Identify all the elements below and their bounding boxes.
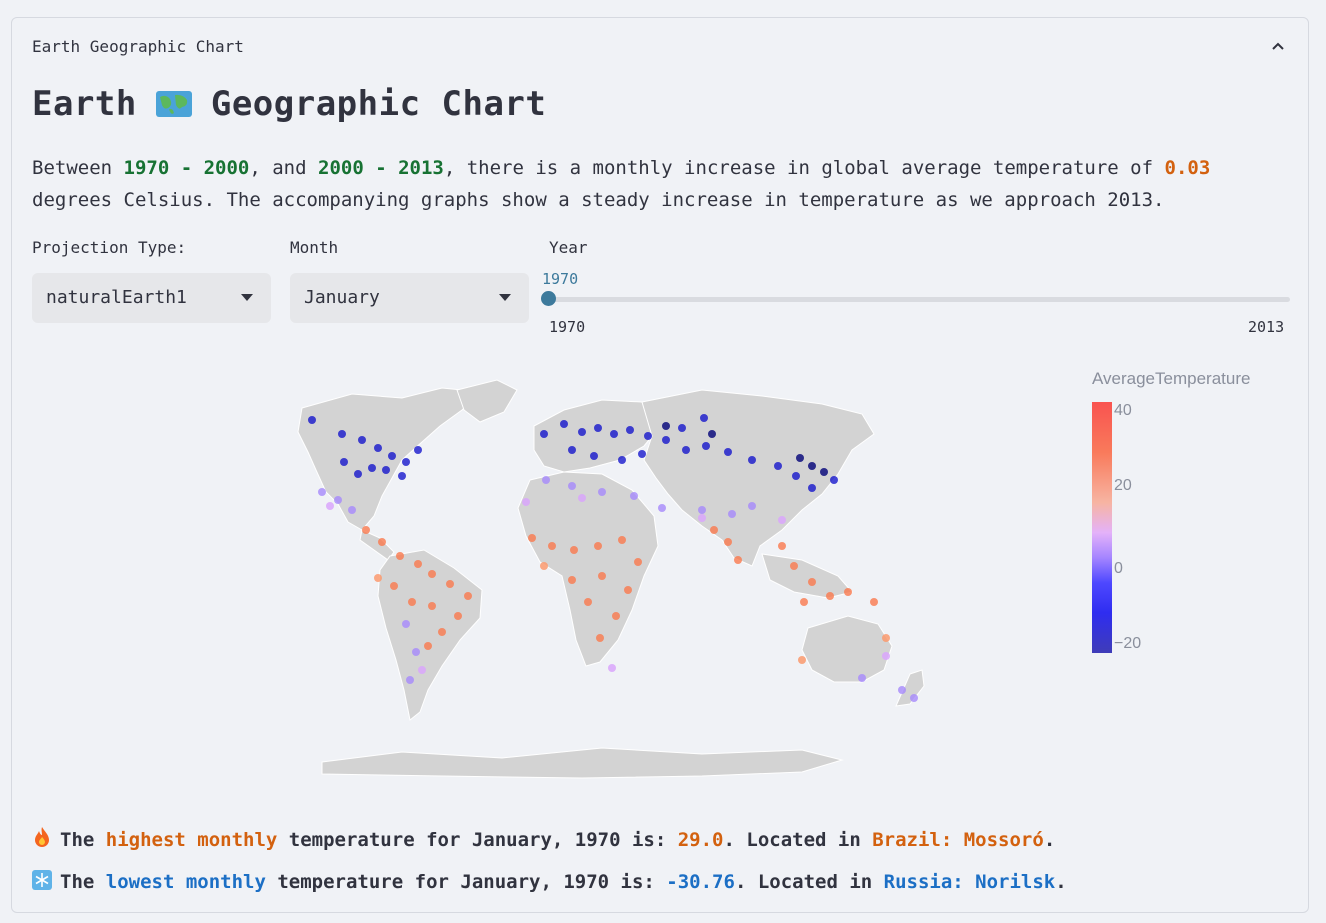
antarctica [321,747,844,779]
month-select[interactable]: January [290,273,529,323]
highest-temp-fact: The highest monthly temperature for Janu… [32,826,1055,853]
colorbar [1092,402,1112,653]
chart-expander: Earth Geographic Chart Earth Geographic C… [11,17,1309,913]
colorbar-tick: 40 [1114,402,1132,419]
lowest-keyword: lowest monthly [105,871,266,893]
projection-label: Projection Type: [32,238,187,257]
lowest-location: Russia: Norilsk [883,871,1056,893]
world-map-icon [155,88,193,128]
caret-down-icon [499,294,511,301]
increase-value: 0.03 [1164,157,1211,179]
description: Between 1970 - 2000, and 2000 - 2013, th… [32,157,1211,211]
africa [517,471,659,667]
snowflake-icon [32,870,60,895]
australia [801,615,893,683]
greenland [456,379,518,423]
world-map[interactable] [282,370,962,780]
colorbar-tick: −20 [1114,635,1142,652]
highest-location: Brazil: Mossoró [872,829,1044,851]
year-slider-thumb[interactable] [541,291,556,306]
year-slider-min: 1970 [549,318,586,336]
year-slider-track[interactable] [548,297,1290,302]
colorbar-tick: 0 [1114,560,1123,577]
chevron-up-icon[interactable] [1270,38,1286,54]
highest-value: 29.0 [677,829,724,851]
projection-value: naturalEarth1 [46,287,187,308]
projection-select[interactable]: naturalEarth1 [32,273,271,323]
caret-down-icon [241,294,253,301]
month-label: Month [290,238,339,257]
lowest-value: -30.76 [666,871,735,893]
range-1970-2000: 1970 - 2000 [123,157,250,179]
colorbar-tick: 20 [1114,477,1132,494]
lowest-temp-fact: The lowest monthly temperature for Janua… [32,870,1067,895]
year-slider-value: 1970 [542,270,579,288]
month-value: January [304,287,380,308]
south-america [377,549,483,721]
asia [641,389,875,567]
temperature-points [308,414,918,702]
year-slider-max: 2013 [1248,318,1285,336]
colorbar-title: AverageTemperature [1092,369,1251,388]
new-zealand [895,669,925,707]
page-title: Earth Geographic Chart [32,84,546,128]
europe [533,399,663,473]
fire-icon [32,826,60,853]
highest-keyword: highest monthly [105,829,278,851]
southeast-asia [761,553,853,599]
year-label: Year [549,238,588,257]
range-2000-2013: 2000 - 2013 [318,157,444,179]
central-america [359,529,395,561]
expander-header[interactable]: Earth Geographic Chart [32,37,244,56]
